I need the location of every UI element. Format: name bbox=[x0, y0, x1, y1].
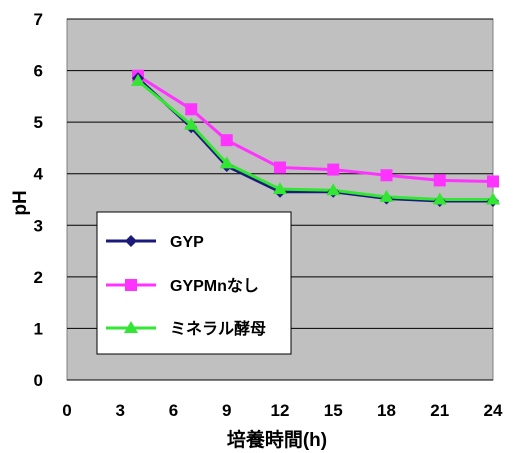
y-tick-label: 3 bbox=[34, 216, 43, 235]
y-tick-label: 0 bbox=[34, 371, 43, 390]
data-point-series-2 bbox=[486, 192, 500, 205]
data-point-series-2 bbox=[273, 182, 287, 195]
legend: GYP GYPMnなし ミネラル酵母 bbox=[96, 211, 292, 355]
x-tick-label: 9 bbox=[222, 401, 231, 420]
data-point-series-1 bbox=[274, 161, 286, 174]
y-tick-label: 2 bbox=[34, 268, 43, 287]
data-point-series-1 bbox=[433, 174, 446, 187]
x-tick-label: 18 bbox=[377, 401, 396, 420]
x-tick-label: 3 bbox=[116, 401, 125, 420]
series-line-0 bbox=[136, 77, 493, 203]
x-tick-label: 12 bbox=[271, 401, 290, 420]
x-axis-title: 培養時間(h) bbox=[227, 428, 327, 451]
y-tick-label: 5 bbox=[34, 113, 43, 132]
x-tick-label: 24 bbox=[484, 401, 503, 420]
data-point-series-2 bbox=[379, 189, 394, 202]
data-point-series-2 bbox=[131, 73, 145, 86]
data-point-series-2 bbox=[326, 183, 341, 196]
legend-entry-mineral: ミネラル酵母 bbox=[106, 319, 266, 338]
legend-label-mineral: ミネラル酵母 bbox=[170, 319, 266, 338]
data-point-series-2 bbox=[432, 192, 447, 205]
legend-marker-0 bbox=[125, 235, 137, 247]
legend-entry-gypmn: GYPMnなし bbox=[106, 277, 259, 295]
y-tick-label: 4 bbox=[34, 165, 44, 184]
series-markers bbox=[131, 69, 500, 208]
legend-entry-gyp: GYP bbox=[106, 234, 204, 251]
data-point-series-1 bbox=[327, 163, 340, 176]
y-axis-title: pH bbox=[10, 190, 31, 215]
y-tick-label: 6 bbox=[34, 62, 43, 81]
y-tick-label: 1 bbox=[34, 319, 43, 338]
x-tick-label: 0 bbox=[62, 401, 71, 420]
legend-marker-2 bbox=[124, 321, 138, 333]
data-point-series-1 bbox=[220, 134, 233, 147]
data-point-series-2 bbox=[219, 156, 234, 169]
data-point-series-1 bbox=[185, 103, 198, 116]
data-point-series-1 bbox=[380, 169, 393, 182]
x-tick-label: 21 bbox=[430, 401, 449, 420]
x-tick-labels: 0 3 6 9 12 15 18 21 24 bbox=[62, 401, 503, 420]
y-tick-labels: 0 1 2 3 4 5 6 7 bbox=[34, 10, 44, 390]
series-line-2 bbox=[137, 79, 493, 201]
legend-marker-1 bbox=[125, 279, 137, 291]
x-tick-label: 6 bbox=[169, 401, 178, 420]
legend-label-gypmn: GYPMnなし bbox=[170, 277, 259, 295]
data-point-series-1 bbox=[487, 175, 499, 188]
data-point-series-2 bbox=[184, 117, 199, 130]
x-tick-label: 15 bbox=[324, 401, 343, 420]
y-tick-label: 7 bbox=[34, 10, 43, 29]
legend-label-gyp: GYP bbox=[170, 234, 204, 251]
